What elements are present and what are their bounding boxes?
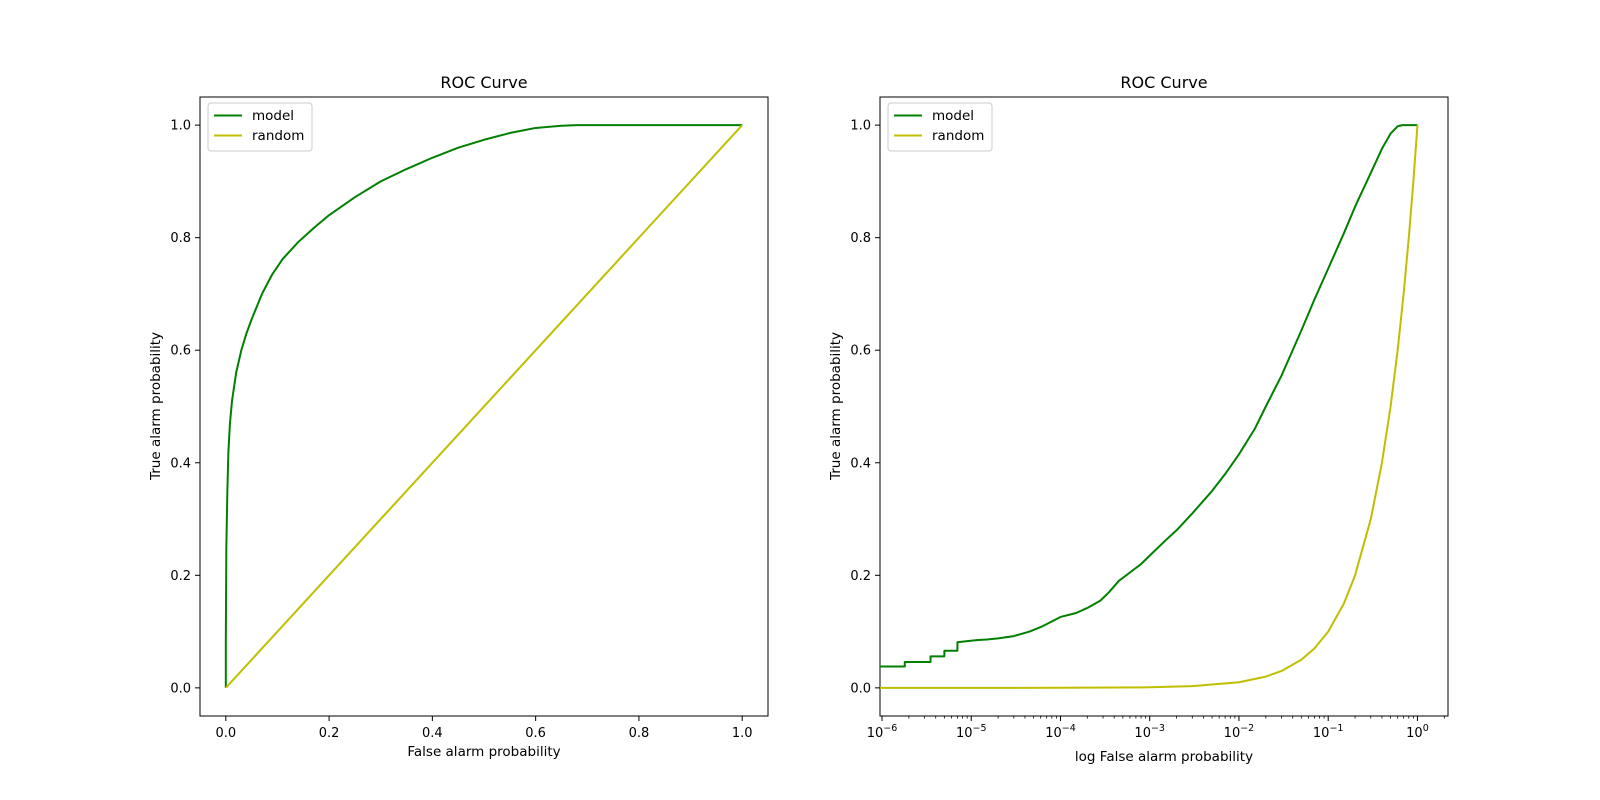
series-line-random: [880, 125, 1419, 689]
legend-label-model: model: [252, 108, 294, 124]
x-axis-label: log False alarm probability: [1075, 749, 1253, 765]
x-tick-label: 0.4: [422, 726, 443, 741]
legend: model random: [207, 102, 313, 152]
y-axis-label: True alarm probability: [148, 332, 164, 481]
x-tick-label: 10−5: [956, 723, 987, 741]
plot-frame: [199, 96, 769, 717]
y-tick-label: 0.0: [850, 681, 871, 696]
x-tick-label: 10−1: [1313, 723, 1344, 741]
x-tick-label: 0.0: [215, 726, 236, 741]
x-tick-label: 10−6: [867, 723, 898, 741]
series-layer: [224, 124, 743, 689]
x-tick-label: 1.0: [732, 726, 753, 741]
y-tick-label: 1.0: [170, 119, 191, 134]
y-tick-label: 0.6: [850, 344, 871, 359]
chart-title: ROC Curve: [440, 73, 527, 92]
y-tick-label: 0.8: [170, 231, 191, 246]
y-tick-label: 0.6: [170, 344, 191, 359]
legend: model random: [887, 102, 993, 152]
y-tick-label: 0.0: [170, 681, 191, 696]
x-tick-label: 10−4: [1045, 723, 1076, 741]
chart-panel-log: ROC Curve 10−6 10−5 10−4 10−3 10−2 10−1 100 0.…: [828, 73, 1449, 765]
x-axis-ticks: 10−6 10−5 10−4 10−3 10−2 10−1 100: [867, 716, 1445, 741]
y-axis-ticks: 0.0 0.2 0.4 0.6 0.8 1.0: [850, 119, 880, 696]
legend-label-model: model: [932, 108, 974, 124]
legend-label-random: random: [252, 128, 304, 144]
x-tick-label: 0.6: [525, 726, 546, 741]
chart-panel-linear: ROC Curve 0.0 0.2 0.4 0.6 0.8 1.0 0.00.20.40.…: [148, 73, 769, 760]
x-tick-label: 0.2: [319, 726, 340, 741]
y-axis-ticks: 0.0 0.2 0.4 0.6 0.8 1.0: [170, 119, 200, 696]
series-line-model: [880, 124, 1418, 668]
y-axis-label: True alarm probability: [828, 332, 844, 481]
x-axis-ticks: 0.0 0.2 0.4 0.6 0.8 1.0: [215, 716, 753, 741]
x-tick-label: 10−2: [1224, 723, 1255, 741]
x-tick-label: 0.8: [629, 726, 650, 741]
series-line-model: [224, 124, 743, 688]
plot-frame: [879, 96, 1449, 717]
y-tick-label: 0.8: [850, 231, 871, 246]
series-layer: [880, 124, 1419, 689]
chart-title: ROC Curve: [1120, 73, 1207, 92]
x-tick-label: 100: [1406, 723, 1429, 741]
x-tick-label: 10−3: [1134, 723, 1165, 741]
y-tick-label: 0.2: [170, 569, 191, 584]
series-line-random: [225, 124, 743, 689]
y-tick-label: 0.4: [850, 456, 871, 471]
y-tick-label: 1.0: [850, 119, 871, 134]
x-axis-label: False alarm probability: [407, 744, 560, 760]
y-tick-label: 0.4: [170, 456, 191, 471]
y-tick-label: 0.2: [850, 569, 871, 584]
legend-label-random: random: [932, 128, 984, 144]
